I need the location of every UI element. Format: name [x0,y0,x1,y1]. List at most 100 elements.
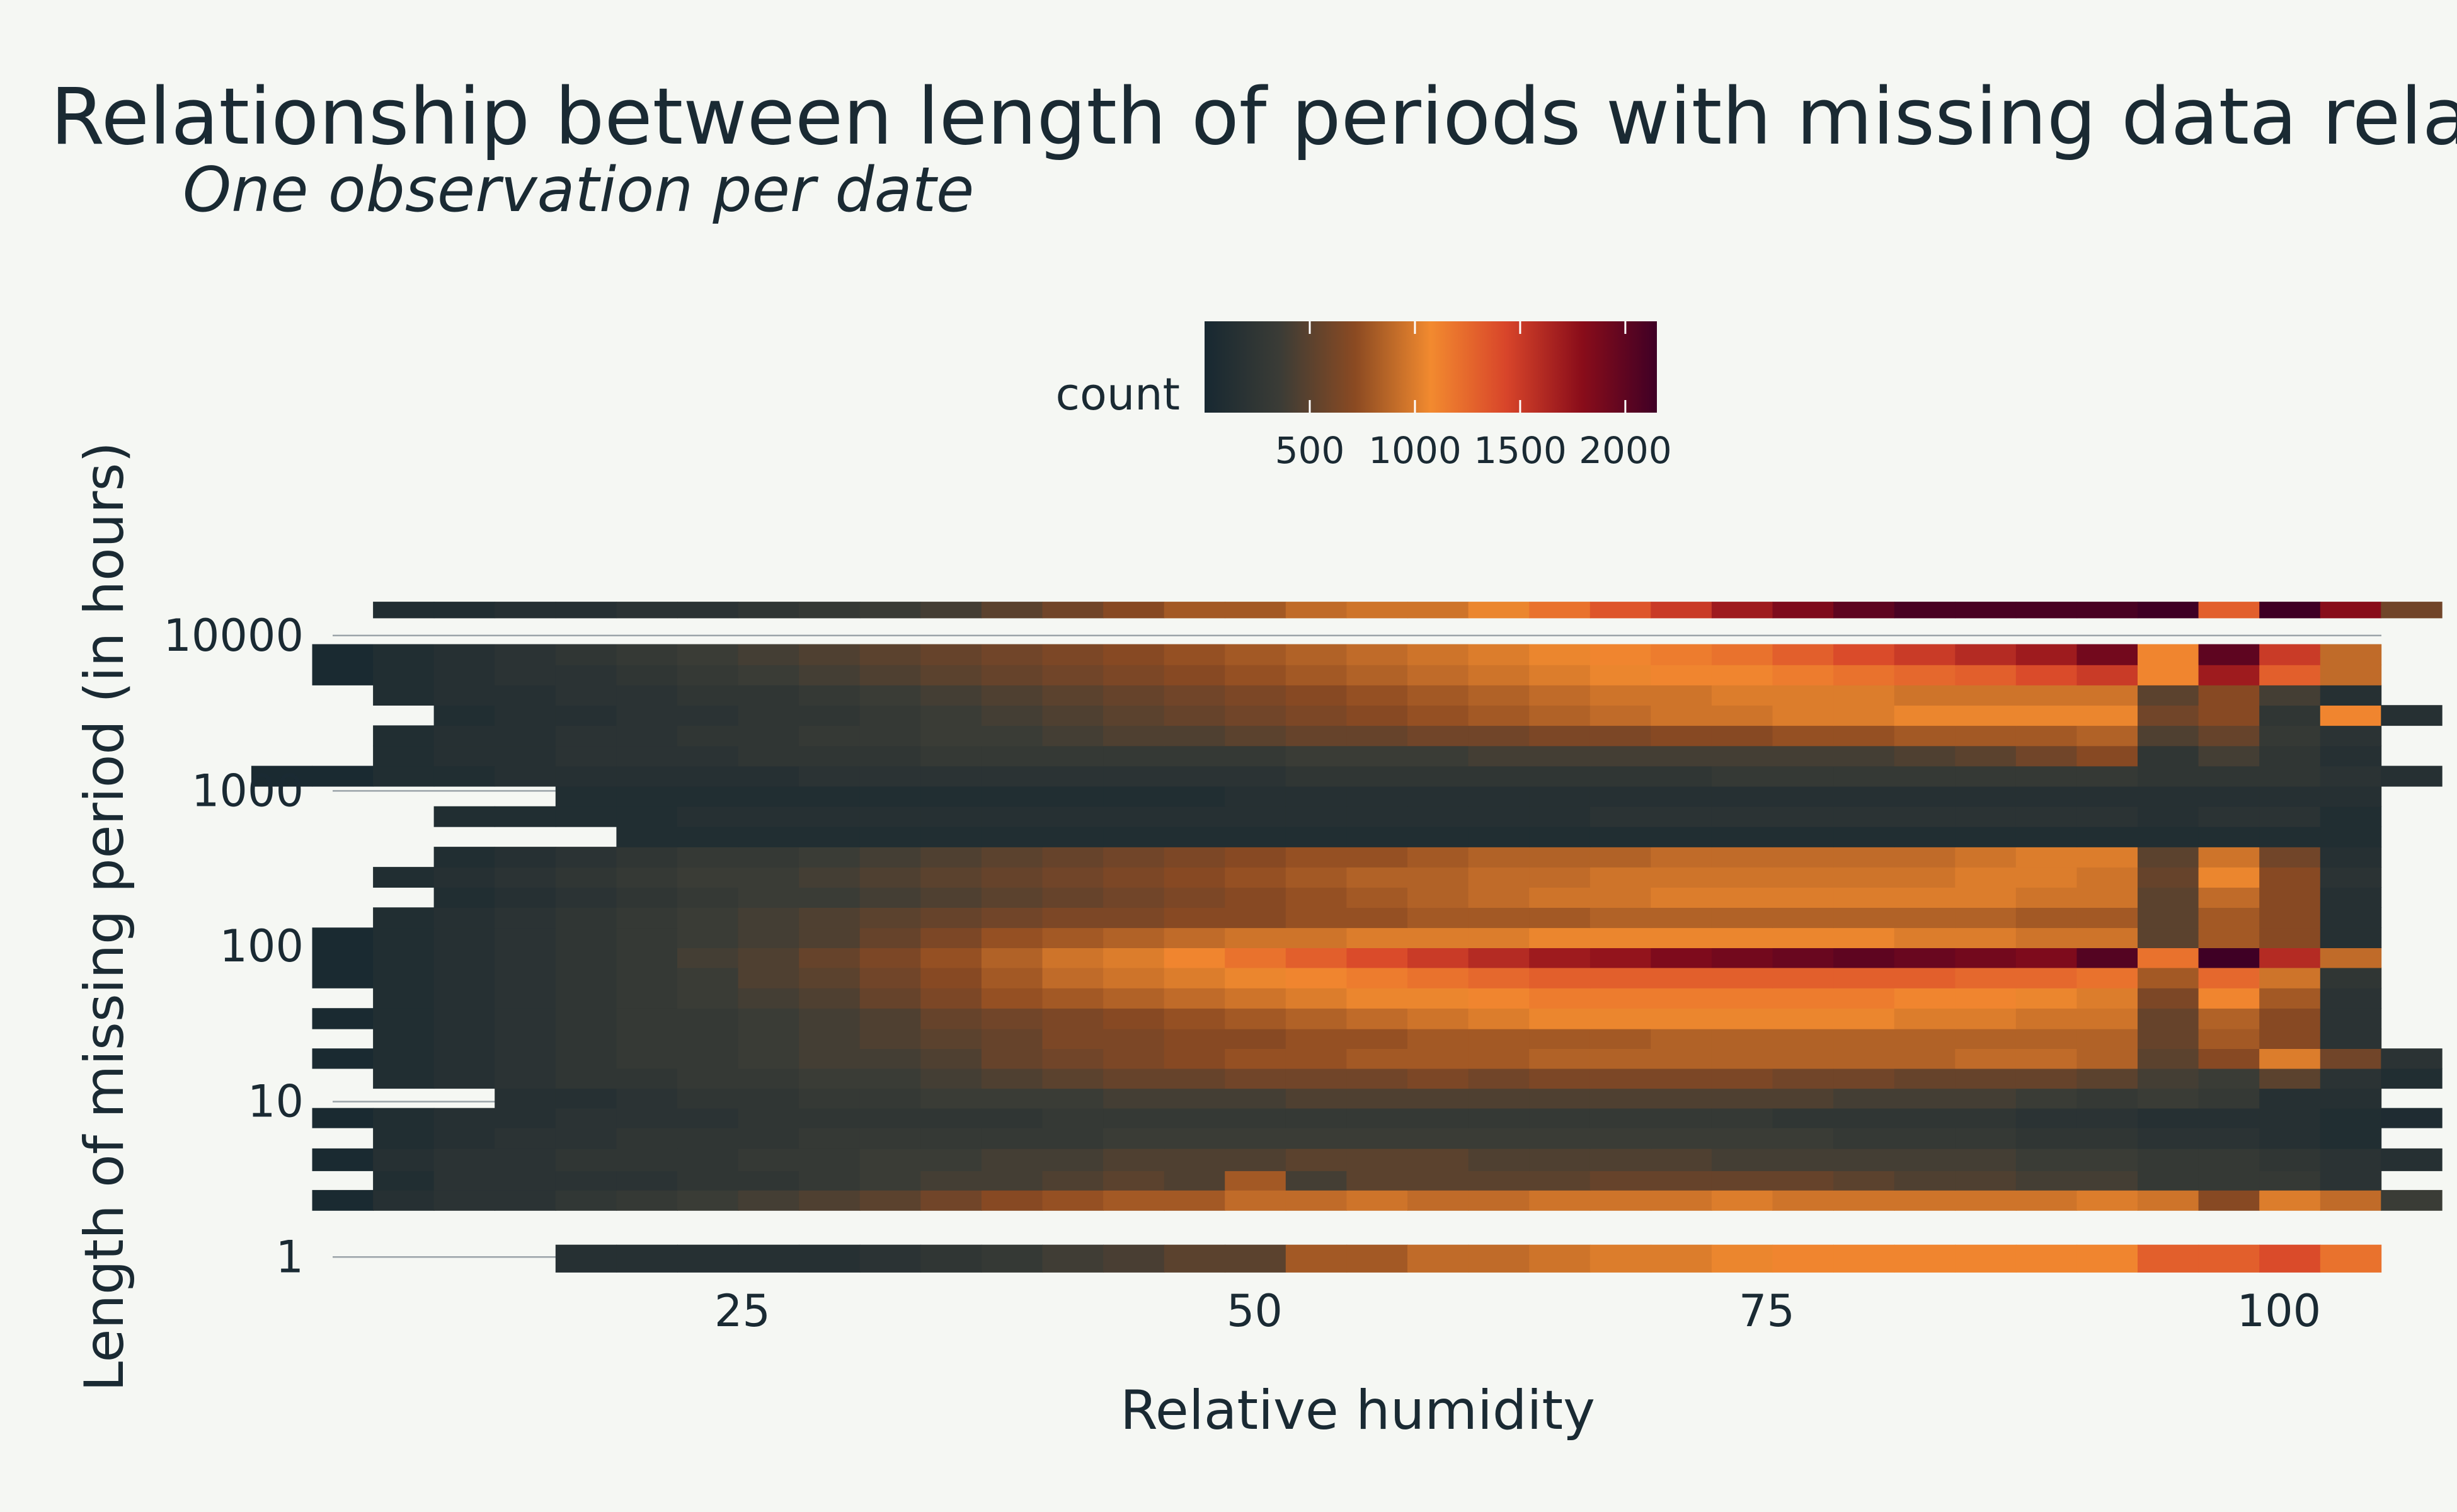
heatmap-cell [1894,1148,1956,1171]
heatmap-cell [1894,765,1956,787]
heatmap-cell [1407,948,1469,968]
heatmap-cell [677,1048,739,1069]
heatmap-cell [1833,644,1895,665]
heatmap-cell [799,1108,861,1128]
heatmap-cell [1042,705,1104,726]
heatmap-cell [1651,765,1712,787]
heatmap-cell [1772,1127,1834,1149]
heatmap-cell [1711,826,1773,847]
heatmap-cell [1772,1148,1834,1171]
heatmap-cell [1529,685,1591,706]
heatmap-cell [312,644,374,665]
heatmap-cell [495,967,556,988]
heatmap-cell [1772,765,1834,787]
heatmap-cell [1103,988,1165,1009]
heatmap-cell [1103,1068,1165,1089]
heatmap-cell [2320,644,2382,665]
heatmap-cell [799,602,861,619]
heatmap-cell [495,665,556,685]
heatmap-cell [2320,847,2382,868]
heatmap-cell [616,1008,678,1029]
heatmap-cell [799,847,861,868]
heatmap-cell [2138,644,2199,665]
heatmap-cell [799,1171,861,1191]
heatmap-cell [1468,725,1530,747]
heatmap-cell [1407,1127,1469,1149]
heatmap-cell [2076,1108,2138,1128]
heatmap-cell [555,745,617,767]
heatmap-cell [2198,725,2260,747]
heatmap-cell [677,1244,739,1273]
heatmap-cell [616,948,678,968]
heatmap-cell [1103,1171,1165,1191]
heatmap-cell [1833,1189,1895,1211]
heatmap-cell [799,786,861,807]
heatmap-cell [2320,967,2382,988]
heatmap-cell [738,1189,799,1211]
heatmap-cell [1164,725,1226,747]
heatmap-cell [2198,765,2260,787]
heatmap-cell [1164,1148,1226,1171]
heatmap-cell [1103,1189,1165,1211]
heatmap-cell [1711,867,1773,888]
heatmap-cell [1346,745,1408,767]
heatmap-cell [1164,1048,1226,1069]
heatmap-cell [920,745,982,767]
heatmap-cell [555,765,617,787]
heatmap-cell [1164,847,1226,868]
heatmap-cell [1042,665,1104,685]
heatmap-cell [616,847,678,868]
heatmap-cell [1711,786,1773,807]
y-axis-ticks: 1 10 100 1000 10000 [163,610,304,1283]
heatmap-cell [1955,765,2017,787]
heatmap-cell [1346,1048,1408,1069]
heatmap-cell [1407,907,1469,929]
heatmap-cell [1103,665,1165,685]
heatmap-cell [1711,1148,1773,1171]
heatmap-cell [2076,988,2138,1009]
heatmap-cell [859,1088,922,1109]
heatmap-cell [1772,745,1834,767]
heatmap-cell [799,806,861,827]
heatmap-cell [555,602,617,619]
heatmap-cell [1103,725,1165,747]
heatmap-cell [1407,665,1469,685]
heatmap-cell [2076,927,2138,948]
heatmap-cell [859,927,922,948]
heatmap-cell [1529,665,1591,685]
heatmap-cell [433,887,495,908]
heatmap-cell [1894,887,1956,908]
heatmap-cell [2138,705,2199,726]
heatmap-cell [677,685,739,706]
heatmap-cell [1042,1088,1104,1109]
heatmap-cell [1833,602,1895,619]
heatmap-cell [1651,1088,1712,1109]
heatmap-cell [1164,948,1226,968]
heatmap-cell [738,927,799,948]
heatmap-cell [738,1148,799,1171]
heatmap-cell [616,665,678,685]
heatmap-cell [373,1108,435,1128]
heatmap-cell [1955,1148,2017,1171]
heatmap-cell [2259,948,2321,968]
heatmap-cell [1103,1127,1165,1149]
heatmap-cell [1042,806,1104,827]
heatmap-cell [2198,1244,2260,1273]
heatmap-cell [433,685,495,706]
heatmap-cell [1468,927,1530,948]
heatmap-cell [1651,988,1712,1009]
heatmap-cell [1164,1008,1226,1029]
heatmap-cell [616,705,678,726]
heatmap-cell [1407,967,1469,988]
heatmap-cell [1285,1088,1348,1109]
heatmap-cell [495,867,556,888]
heatmap-cell [1285,1108,1348,1128]
heatmap-cell [2320,602,2382,619]
heatmap-cell [1711,967,1773,988]
heatmap-cell [1833,1088,1895,1109]
heatmap-cell [1772,1189,1834,1211]
heatmap-cell [1468,1148,1530,1171]
heatmap-cell [555,644,617,665]
heatmap-cell [1042,765,1104,787]
heatmap-cell [920,907,982,929]
